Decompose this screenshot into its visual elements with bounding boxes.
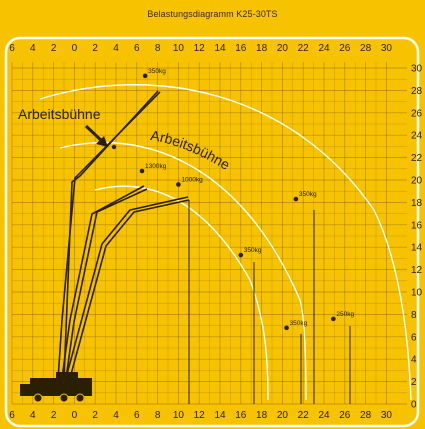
wheel-3: [75, 393, 85, 403]
y-tick-label: 0: [411, 400, 417, 411]
x-tick-label-top: 8: [155, 43, 161, 54]
x-tick-label-top: 24: [318, 43, 330, 54]
x-tick-label-bottom: 6: [134, 410, 140, 421]
x-tick-label-bottom: 4: [30, 410, 36, 421]
x-tick-label-top: 2: [92, 43, 98, 54]
grid: [11, 62, 407, 405]
x-axis-bottom: 6 4 2 0 2 4 6 8 10 12 14 16 18 20 22 24 26 28 30: [9, 410, 392, 421]
truck-body: [30, 378, 92, 396]
y-tick-label: 2: [411, 377, 417, 388]
load-point-label: 250kg: [336, 311, 354, 318]
load-point-label: 1300kg: [145, 163, 167, 170]
x-tick-label-top: 2: [51, 43, 57, 54]
load-point-marker: [293, 196, 299, 202]
arrow-icon: [84, 124, 108, 147]
y-tick-label: 28: [411, 86, 423, 97]
y-tick-label: 6: [411, 332, 417, 343]
x-tick-label-top: 6: [134, 43, 140, 54]
arbeitsbuehne-pointer-label: Arbeitsbühne: [18, 106, 101, 122]
load-point-label: 1000kg: [181, 176, 203, 183]
x-tick-label-bottom: 20: [277, 410, 289, 421]
outer-arc: [39, 84, 412, 401]
boom-max-inner: [63, 90, 159, 381]
load-point-marker: [238, 252, 244, 258]
y-tick-label: 14: [411, 243, 423, 254]
x-tick-label-bottom: 0: [72, 410, 78, 421]
x-tick-label-top: 10: [173, 43, 185, 54]
crane-turret: [56, 372, 78, 380]
truck-cab: [20, 384, 34, 396]
x-tick-label-top: 4: [30, 43, 36, 54]
x-tick-label-bottom: 8: [155, 410, 161, 421]
y-tick-label: 16: [411, 220, 423, 231]
x-tick-label-bottom: 2: [92, 410, 98, 421]
middle-arc: [59, 141, 307, 401]
inner-arc: [94, 185, 269, 401]
load-points: 350kg 1300kg 1000kg 350kg 350kg 350kg 250kg: [139, 68, 354, 331]
x-tick-label-top: 22: [298, 43, 310, 54]
x-tick-label-bottom: 6: [9, 410, 15, 421]
x-tick-label-top: 26: [339, 43, 351, 54]
y-tick-label: 24: [411, 131, 423, 142]
y-tick-label: 18: [411, 198, 423, 209]
x-tick-label-bottom: 16: [235, 410, 247, 421]
load-point-label: 350kg: [148, 68, 166, 75]
boom-low-inner: [69, 199, 190, 379]
load-point-marker: [139, 168, 145, 174]
panel-frame: [4, 36, 420, 428]
x-tick-label-bottom: 10: [173, 410, 185, 421]
load-point-marker: [331, 316, 336, 322]
y-tick-label: 22: [411, 153, 423, 164]
x-tick-label-top: 28: [360, 43, 372, 54]
boom-mid-inner: [65, 188, 148, 379]
y-tick-label: 12: [411, 265, 423, 276]
crane-truck: [20, 372, 92, 403]
load-point-label: 350kg: [299, 191, 317, 198]
load-point-marker: [284, 325, 289, 331]
boom-mid: [61, 185, 145, 379]
y-tick-label: 20: [411, 176, 423, 187]
load-point-marker: [142, 73, 148, 79]
y-tick-label: 8: [411, 310, 417, 321]
booms: [57, 90, 190, 381]
platform-point: [111, 144, 117, 150]
wheel-2: [59, 393, 69, 403]
x-axis-top: 6 4 2 0 2 4 6 8 10 12 14 16 18 20 22 24 26 28 30: [9, 43, 392, 54]
x-tick-label-bottom: 26: [339, 410, 351, 421]
x-tick-label-bottom: 12: [194, 410, 206, 421]
x-tick-label-bottom: 2: [51, 410, 57, 421]
wheel-1: [33, 393, 43, 403]
x-tick-label-bottom: 18: [256, 410, 268, 421]
x-tick-label-bottom: 14: [214, 410, 226, 421]
load-drop-lines: [188, 200, 351, 404]
x-tick-label-top: 16: [235, 43, 247, 54]
load-point-marker: [176, 182, 181, 187]
x-tick-label-top: 0: [72, 43, 78, 54]
x-tick-label-top: 12: [194, 43, 206, 54]
x-tick-label-bottom: 30: [381, 410, 393, 421]
x-tick-label-bottom: 24: [318, 410, 330, 421]
x-tick-label-bottom: 4: [113, 410, 119, 421]
x-tick-label-top: 6: [9, 43, 15, 54]
y-tick-label: 10: [411, 288, 423, 299]
boom-low: [65, 196, 189, 379]
x-tick-label-top: 20: [277, 43, 289, 54]
x-tick-label-top: 4: [113, 43, 119, 54]
x-tick-label-bottom: 28: [360, 410, 372, 421]
y-tick-label: 30: [411, 64, 423, 75]
diagram-title: Belastungsdiagramm K25-30TS: [147, 9, 278, 19]
x-tick-label-bottom: 22: [298, 410, 310, 421]
y-tick-label: 4: [411, 355, 417, 366]
x-tick-label-top: 30: [381, 43, 393, 54]
x-tick-label-top: 14: [214, 43, 226, 54]
load-point-label: 350kg: [290, 320, 308, 327]
load-point-label: 350kg: [244, 247, 262, 254]
x-tick-label-top: 18: [256, 43, 268, 54]
y-tick-label: 26: [411, 108, 423, 119]
